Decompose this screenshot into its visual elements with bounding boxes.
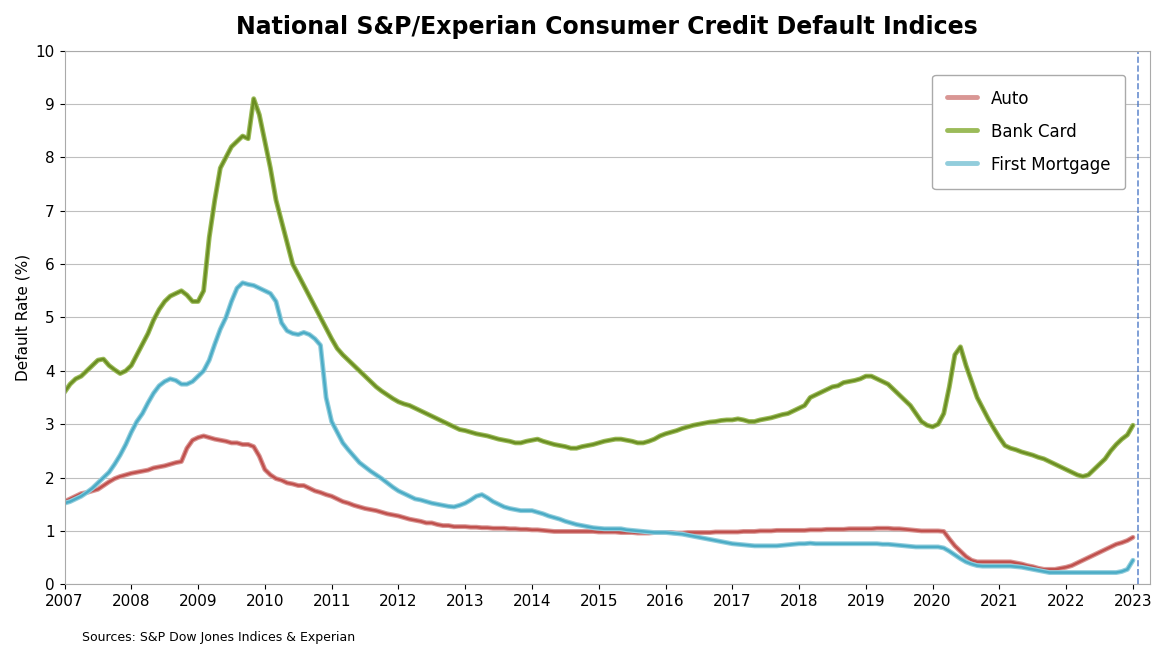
Bank Card [865,372,879,380]
First Mortgage [235,279,249,287]
Bank Card [1126,421,1140,429]
First Mortgage [491,500,505,508]
First Mortgage [453,501,467,509]
Auto [865,525,879,533]
Bank Card [247,95,261,103]
Line: Bank Card: Bank Card [64,99,1133,476]
First Mortgage [1126,556,1140,564]
Title: National S&P/Experian Consumer Credit Default Indices: National S&P/Experian Consumer Credit De… [236,15,978,39]
First Mortgage [1042,569,1057,577]
Auto [491,525,505,532]
Bank Card [725,416,739,424]
Bank Card [491,436,505,443]
Bank Card [859,372,873,380]
Auto [197,432,211,440]
Line: Auto: Auto [64,436,1133,569]
Auto [57,498,71,506]
Auto [1126,534,1140,541]
Auto [314,489,328,497]
Bank Card [453,426,467,434]
First Mortgage [314,341,328,349]
Line: First Mortgage: First Mortgage [64,283,1133,573]
Auto [725,528,739,536]
Auto [453,523,467,530]
Y-axis label: Default Rate (%): Default Rate (%) [15,254,30,381]
First Mortgage [57,499,71,507]
Auto [859,525,873,533]
Text: Sources: S&P Dow Jones Indices & Experian: Sources: S&P Dow Jones Indices & Experia… [82,630,355,644]
Bank Card [1076,473,1090,480]
First Mortgage [859,540,873,547]
First Mortgage [725,540,739,547]
Bank Card [57,388,71,396]
Auto [1037,566,1051,573]
First Mortgage [865,540,879,547]
Bank Card [314,313,328,321]
Legend: Auto, Bank Card, First Mortgage: Auto, Bank Card, First Mortgage [932,75,1126,189]
